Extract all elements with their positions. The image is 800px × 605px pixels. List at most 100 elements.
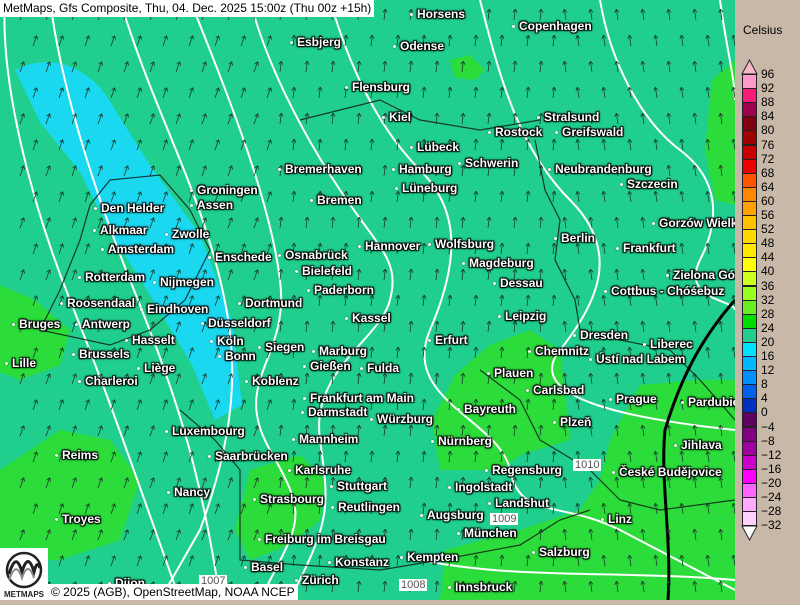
wind-arrow-icon bbox=[666, 424, 672, 437]
wind-arrow-icon bbox=[421, 34, 427, 47]
wind-arrow-icon bbox=[304, 424, 310, 437]
legend-label: 64 bbox=[761, 179, 775, 194]
wind-arrow-icon bbox=[201, 217, 207, 229]
city-name: Reutlingen bbox=[338, 500, 400, 514]
wind-arrow-icon bbox=[84, 243, 90, 255]
city-label: Bruges bbox=[12, 318, 60, 331]
wind-arrow-icon bbox=[32, 35, 38, 47]
city-label: Augsburg bbox=[420, 509, 484, 522]
wind-arrow-icon bbox=[512, 60, 518, 73]
wind-arrow-icon bbox=[97, 529, 103, 541]
wind-arrow-icon bbox=[395, 242, 401, 255]
wind-arrow-icon bbox=[538, 216, 544, 229]
wind-arrow-icon bbox=[110, 243, 116, 255]
metmaps-logo[interactable]: METMAPS bbox=[0, 548, 48, 600]
city-marker-icon bbox=[201, 322, 204, 326]
wind-arrow-icon bbox=[499, 346, 505, 359]
city-label: Rotterdam bbox=[78, 271, 145, 284]
city-marker-icon bbox=[253, 498, 256, 502]
wind-arrow-icon bbox=[692, 8, 698, 21]
wind-arrow-icon bbox=[731, 34, 735, 47]
city-marker-icon bbox=[643, 343, 646, 347]
wind-arrow-icon bbox=[330, 60, 336, 73]
wind-arrow-icon bbox=[627, 242, 633, 255]
weather-front-line bbox=[662, 299, 735, 600]
city-name: Chemnitz bbox=[535, 344, 589, 358]
wind-arrow-icon bbox=[395, 294, 401, 307]
wind-arrow-icon bbox=[525, 450, 531, 463]
city-label: Amsterdam bbox=[101, 243, 174, 256]
wind-arrow-icon bbox=[84, 87, 90, 99]
city-marker-icon bbox=[12, 323, 15, 327]
wind-arrow-icon bbox=[123, 269, 129, 281]
wind-arrow-icon bbox=[525, 398, 531, 411]
wind-arrow-icon bbox=[434, 216, 440, 229]
wind-arrow-icon bbox=[32, 399, 38, 411]
legend-color-box bbox=[742, 384, 757, 400]
wind-arrow-icon bbox=[291, 346, 297, 359]
city-label: Brussels bbox=[72, 348, 130, 361]
wind-arrow-icon bbox=[486, 580, 492, 593]
wind-arrow-icon bbox=[640, 476, 646, 489]
wind-arrow-icon bbox=[136, 243, 142, 255]
wind-arrow-icon bbox=[460, 216, 466, 229]
wind-arrow-icon bbox=[136, 399, 142, 411]
wind-arrow-icon bbox=[447, 398, 453, 411]
wind-arrow-icon bbox=[486, 216, 492, 229]
city-label: Assen bbox=[190, 199, 233, 212]
warm-region-southeast bbox=[440, 380, 735, 600]
wind-arrow-icon bbox=[447, 502, 453, 515]
city-label: Darmstadt bbox=[301, 406, 367, 419]
city-name: Hamburg bbox=[399, 162, 452, 176]
wind-arrow-icon bbox=[653, 190, 659, 203]
city-label: Regensburg bbox=[485, 464, 562, 477]
wind-arrow-icon bbox=[253, 61, 259, 73]
wind-arrow-icon bbox=[343, 34, 349, 47]
city-label: Odense bbox=[393, 40, 444, 53]
wind-arrow-icon bbox=[291, 138, 297, 151]
city-label: České Budějovice bbox=[612, 466, 722, 479]
wind-arrow-icon bbox=[473, 294, 479, 307]
legend-color-box bbox=[742, 158, 757, 174]
city-name: Wolfsburg bbox=[435, 237, 495, 251]
legend-bottom-arrow bbox=[741, 525, 758, 542]
legend-color-box bbox=[742, 341, 757, 357]
wind-arrow-icon bbox=[692, 216, 698, 229]
wind-arrow-icon bbox=[601, 502, 607, 515]
legend-label: 84 bbox=[761, 109, 775, 124]
legend-color-box bbox=[742, 370, 757, 386]
wind-arrow-icon bbox=[705, 86, 711, 99]
wind-arrow-icon bbox=[240, 295, 246, 307]
city-marker-icon bbox=[278, 168, 281, 172]
wind-arrow-icon bbox=[175, 373, 181, 385]
wind-arrow-icon bbox=[434, 268, 440, 281]
wind-arrow-icon bbox=[266, 35, 272, 47]
wind-arrow-icon bbox=[473, 346, 479, 359]
wind-arrow-icon bbox=[692, 372, 698, 385]
weather-map[interactable]: Horsens Copenhagen Esbjerg Odense Flensburg K… bbox=[0, 0, 735, 600]
wind-arrow-icon bbox=[369, 86, 375, 99]
city-name: Berlin bbox=[561, 231, 596, 245]
wind-arrow-icon bbox=[45, 269, 51, 281]
wind-arrow-icon bbox=[32, 243, 38, 255]
wind-arrow-icon bbox=[175, 529, 181, 541]
wind-arrow-icon bbox=[705, 502, 711, 515]
wind-arrow-icon bbox=[356, 216, 362, 229]
city-marker-icon bbox=[609, 398, 612, 402]
city-marker-icon bbox=[303, 365, 306, 369]
wind-arrow-icon bbox=[499, 502, 505, 515]
wind-arrow-icon bbox=[692, 580, 698, 593]
city-name: Frankfurt bbox=[623, 241, 676, 255]
city-name: Salzburg bbox=[539, 545, 590, 559]
legend-label: 96 bbox=[761, 67, 775, 81]
city-label: Reims bbox=[55, 449, 98, 462]
wind-arrow-icon bbox=[149, 477, 155, 489]
city-name: Greifswald bbox=[562, 125, 624, 139]
isobar-label: 1010 bbox=[573, 459, 602, 471]
city-label: Nijmegen bbox=[153, 276, 214, 289]
city-label: Ústí nad Labem bbox=[589, 353, 685, 366]
wind-arrow-icon bbox=[627, 190, 633, 203]
wind-arrow-icon bbox=[512, 164, 518, 177]
city-marker-icon bbox=[153, 281, 156, 285]
city-marker-icon bbox=[392, 168, 395, 172]
